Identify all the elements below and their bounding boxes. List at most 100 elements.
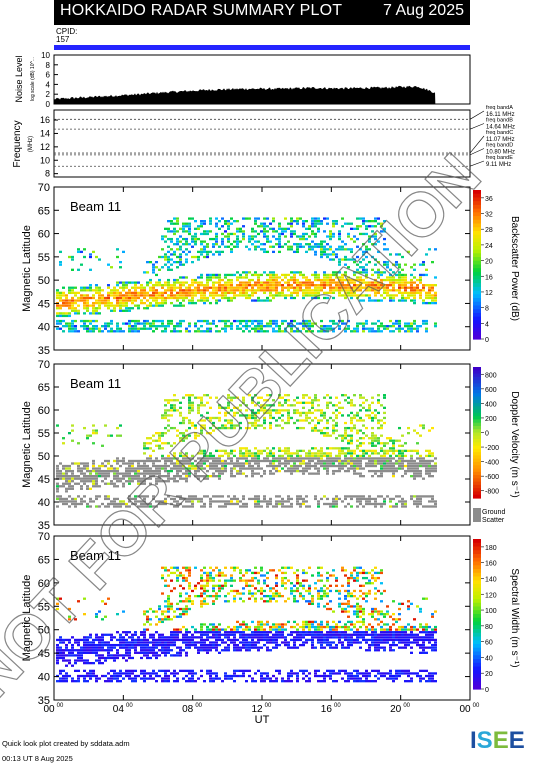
cell	[428, 289, 431, 292]
cell	[329, 245, 332, 248]
cell	[242, 502, 245, 506]
cell	[356, 464, 359, 468]
cell	[56, 475, 59, 478]
cell	[272, 330, 275, 333]
cell	[95, 651, 98, 654]
cell	[359, 225, 362, 228]
cell	[179, 276, 182, 279]
cell	[125, 633, 128, 636]
cell	[179, 475, 182, 478]
cell	[188, 396, 191, 399]
cell	[389, 457, 392, 460]
cell	[95, 643, 98, 647]
cell	[62, 680, 65, 683]
cell	[242, 396, 245, 399]
cell	[212, 281, 215, 284]
cell	[107, 649, 110, 652]
cell	[242, 447, 245, 450]
cell	[407, 459, 410, 463]
cell	[137, 643, 140, 647]
cell	[296, 222, 299, 225]
cell	[218, 419, 221, 422]
cell	[431, 301, 434, 305]
cell	[374, 472, 377, 475]
cell	[296, 467, 299, 470]
cell	[188, 587, 191, 590]
cell	[185, 680, 188, 683]
cell	[347, 396, 350, 399]
heatmap-ytick-label: 45	[38, 474, 50, 486]
colorbar-step	[473, 429, 481, 434]
cell	[323, 396, 326, 399]
cell	[56, 294, 59, 297]
cell	[413, 263, 416, 266]
cell	[374, 449, 377, 453]
cell	[284, 276, 287, 279]
colorbar-velocity	[473, 367, 481, 499]
cell	[251, 396, 254, 399]
cell	[272, 281, 275, 284]
cell	[341, 437, 344, 440]
cell	[95, 469, 98, 473]
cell	[401, 454, 404, 458]
cell	[389, 447, 392, 450]
cell	[359, 462, 362, 465]
cell	[254, 424, 257, 427]
cell	[365, 268, 368, 271]
cell	[104, 659, 107, 662]
cell	[350, 281, 353, 284]
cell	[209, 475, 212, 478]
cell	[374, 322, 377, 325]
cell	[332, 235, 335, 238]
cell	[131, 301, 134, 305]
cell	[89, 286, 92, 289]
cell	[242, 505, 245, 508]
cell	[383, 219, 386, 223]
cell	[236, 271, 239, 274]
cell	[368, 459, 371, 463]
cell	[278, 330, 281, 333]
cell	[203, 641, 206, 644]
cell	[257, 457, 260, 460]
cell	[137, 464, 140, 468]
cell	[410, 327, 413, 330]
cell	[365, 399, 368, 402]
cell	[206, 579, 209, 582]
cell	[164, 674, 167, 678]
cell	[128, 505, 131, 508]
cell	[293, 459, 296, 463]
cell	[287, 497, 290, 501]
cell	[95, 505, 98, 508]
cell	[188, 505, 191, 508]
cell	[239, 641, 242, 644]
cell	[188, 571, 191, 575]
cell	[197, 319, 200, 323]
cell	[92, 643, 95, 647]
cell	[401, 296, 404, 300]
cell	[299, 284, 302, 287]
cell	[227, 419, 230, 422]
cell	[233, 579, 236, 582]
cell	[233, 232, 236, 236]
cell	[56, 643, 59, 647]
cell	[68, 330, 71, 333]
cell	[392, 322, 395, 325]
cell	[272, 217, 275, 220]
cell	[338, 289, 341, 292]
cell	[98, 301, 101, 305]
cell	[83, 296, 86, 300]
cell	[161, 235, 164, 238]
cell	[239, 469, 242, 473]
cell	[107, 651, 110, 654]
cell	[374, 414, 377, 417]
cell	[137, 462, 140, 465]
cell	[326, 421, 329, 425]
cell	[296, 235, 299, 238]
cell	[89, 296, 92, 300]
cell	[320, 255, 323, 259]
cell	[260, 230, 263, 233]
cell	[191, 602, 194, 606]
cell	[308, 227, 311, 230]
cell	[119, 636, 122, 639]
cell	[56, 327, 59, 330]
